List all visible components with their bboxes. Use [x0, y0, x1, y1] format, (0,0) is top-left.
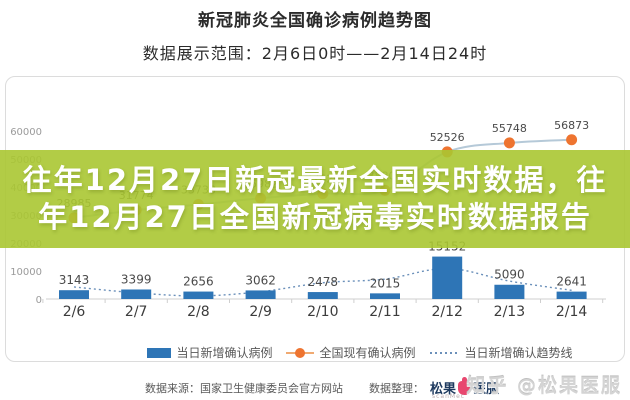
- legend-item-trend: 当日新增确认趋势线: [429, 344, 573, 361]
- data-curation-text: 数据整理：: [369, 381, 424, 395]
- line-marker-swatch-icon: [286, 347, 315, 358]
- data-source-text: 数据来源：国家卫生健康委员会官方网站: [145, 381, 343, 395]
- overlay-title-line1: 往年12月27日新冠最新全国实时数据，往: [22, 163, 608, 197]
- bar: [307, 292, 338, 299]
- x-axis-category-label: 2/13: [494, 304, 525, 320]
- bar: [183, 291, 214, 299]
- x-axis-category-label: 2/10: [307, 304, 338, 320]
- line-marker-dot: [503, 137, 515, 149]
- overlay-title-line2: 年12月27日全国新冠病毒实时数据报告: [38, 200, 592, 234]
- x-axis-category-label: 2/12: [431, 304, 462, 320]
- bar-swatch-icon: [147, 347, 172, 358]
- bar-value-label: 3399: [121, 272, 152, 286]
- data-source-footer: 数据来源：国家卫生健康委员会官方网站 数据整理： 松果 医服 scanMec: [145, 376, 500, 400]
- x-axis-category-label: 2/9: [249, 304, 272, 320]
- legend-label: 当日新增确认病例: [176, 346, 273, 360]
- bar: [59, 290, 89, 299]
- x-axis-category-label: 2/11: [369, 304, 400, 320]
- logo-text-left: 松果: [430, 382, 457, 397]
- line-marker-dot: [566, 134, 578, 146]
- line-value-label: 56873: [554, 119, 589, 132]
- bar-value-label: 2478: [308, 275, 339, 289]
- x-axis-category-label: 2/7: [125, 304, 148, 320]
- logo-subtext: scanMec: [432, 393, 466, 400]
- title-overlay-band: 往年12月27日新冠最新全国实时数据，往 年12月27日全国新冠病毒实时数据报告: [0, 150, 630, 248]
- date-range-subtitle: 数据展示范围：2月6日0时——2月14日24时: [142, 44, 488, 63]
- y-axis-tick-label: 10000: [10, 267, 42, 278]
- trend-dotted-line: [73, 267, 572, 297]
- legend-item-new-cases: 当日新增确认病例: [147, 344, 272, 361]
- legend-label: 全国现有确认病例: [319, 346, 416, 360]
- chart-legend: 当日新增确认病例 全国现有确认病例 当日新增确认趋势线: [100, 344, 620, 361]
- y-axis-tick-label: 0: [36, 295, 42, 306]
- x-axis-category-label: 2/14: [556, 304, 588, 320]
- bar: [494, 284, 525, 299]
- y-axis-tick-label: 60000: [10, 127, 42, 138]
- songguo-logo: 松果 医服 scanMec: [430, 376, 500, 400]
- bar: [556, 291, 587, 299]
- dotted-line-swatch-icon: [429, 351, 460, 354]
- bar-value-label: 2015: [370, 276, 401, 290]
- bar-value-label: 5090: [494, 268, 525, 282]
- legend-label: 当日新增确认趋势线: [464, 346, 573, 360]
- bar: [370, 293, 400, 299]
- x-axis-category-label: 2/8: [187, 304, 210, 320]
- bar-value-label: 3062: [245, 273, 276, 287]
- bar: [432, 256, 463, 299]
- zhihu-watermark: 知乎 @松果医服: [466, 375, 622, 397]
- bar: [121, 289, 152, 299]
- x-axis-category-label: 2/6: [63, 304, 86, 320]
- bar-value-label: 3143: [59, 273, 90, 287]
- legend-item-existing-cases: 全国现有确认病例: [286, 344, 416, 361]
- logo-text-right: 医服: [473, 382, 500, 397]
- bar-value-label: 2656: [183, 275, 214, 289]
- pinecone-logo-icon: [458, 376, 472, 395]
- line-value-label: 55748: [492, 122, 527, 135]
- page-title: 新冠肺炎全国确诊病例趋势图: [198, 11, 432, 31]
- bar-value-label: 2641: [556, 275, 587, 289]
- bar: [245, 290, 276, 299]
- line-value-label: 52526: [430, 131, 465, 144]
